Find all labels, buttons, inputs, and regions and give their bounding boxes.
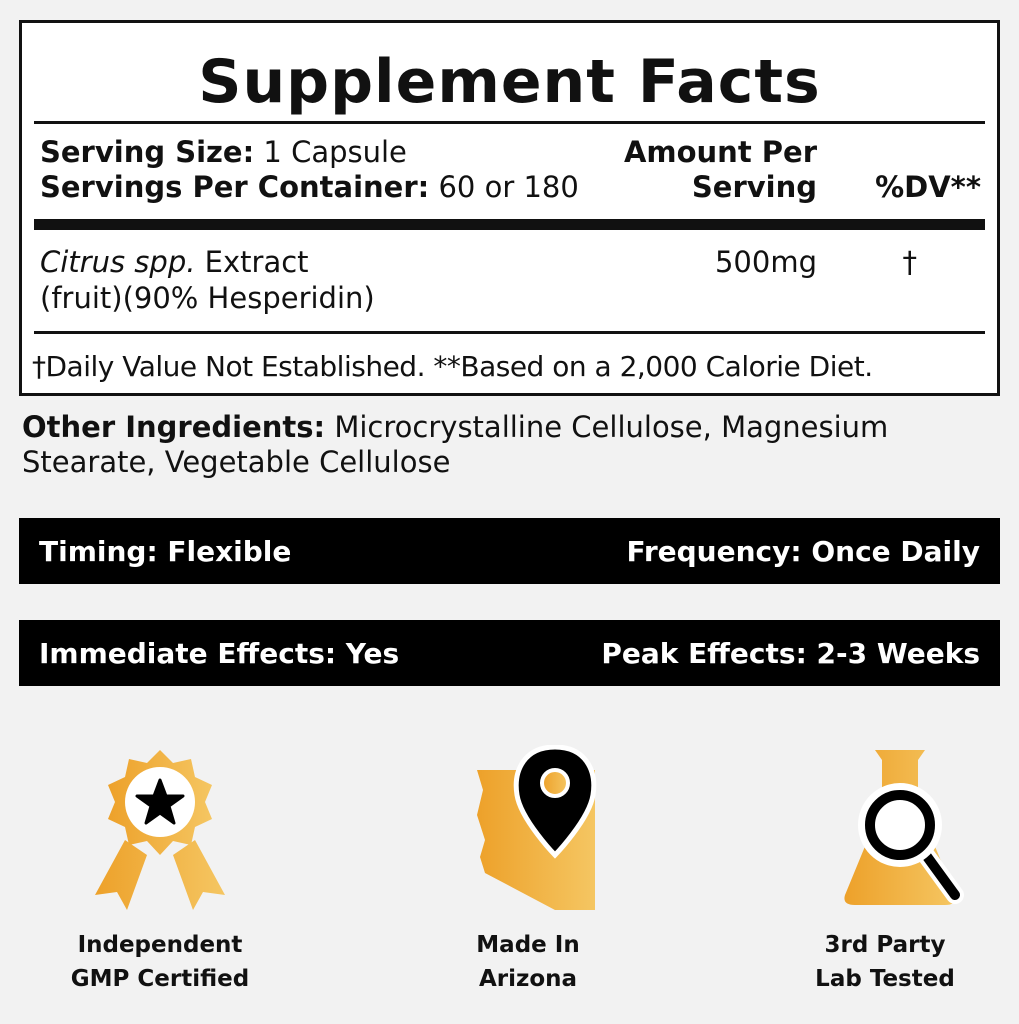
ingredient-amount: 500mg [714, 245, 817, 279]
amount-header: Amount Per Serving [623, 135, 817, 204]
ingredient-detail: (fruit)(90% Hesperidin) [40, 281, 375, 315]
badge-label-lab-tested: 3rd Party Lab Tested [815, 932, 955, 992]
servings-per-container: Servings Per Container: 60 or 180 [40, 170, 579, 204]
badge-label-gmp: Independent GMP Certified [70, 932, 250, 992]
immediate-effects-text: Immediate Effects: Yes [39, 636, 400, 670]
ingredient-name: Citrus spp. Extract [40, 245, 309, 279]
divider [34, 121, 985, 124]
flask-magnifier-icon [805, 745, 985, 919]
divider [34, 331, 985, 334]
arizona-map-pin-icon [440, 744, 620, 919]
supplement-facts-panel: Supplement Facts Serving Size: 1 Capsule… [19, 20, 1000, 396]
ingredient-dv: † [902, 245, 918, 279]
badge-label-arizona: Made In Arizona [476, 932, 580, 992]
timing-bar: Timing: Flexible Frequency: Once Daily [19, 518, 1000, 584]
dv-header: %DV** [875, 170, 981, 204]
other-ingredients: Other Ingredients: Microcrystalline Cell… [22, 410, 889, 479]
frequency-text: Frequency: Once Daily [626, 534, 981, 568]
peak-effects-text: Peak Effects: 2-3 Weeks [601, 636, 980, 670]
thick-divider [34, 219, 985, 230]
serving-size: Serving Size: 1 Capsule [40, 135, 407, 169]
award-ribbon-icon [70, 745, 250, 919]
timing-text: Timing: Flexible [39, 534, 292, 568]
effects-bar: Immediate Effects: Yes Peak Effects: 2-3 … [19, 620, 1000, 686]
footnote: †Daily Value Not Established. **Based on… [32, 350, 873, 383]
panel-title: Supplement Facts [198, 47, 821, 117]
